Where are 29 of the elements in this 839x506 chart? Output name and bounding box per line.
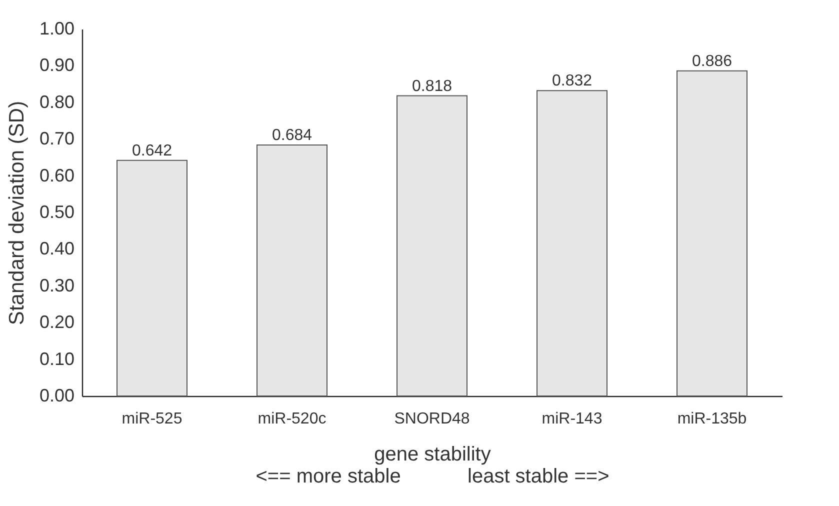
y-tick-label: 0.10	[39, 348, 74, 369]
y-tick-label: 1.00	[39, 18, 74, 38]
x-axis-title: gene stability	[374, 444, 491, 466]
x-tick-label: miR-135b	[677, 410, 747, 428]
x-tick-label: miR-525	[122, 410, 182, 428]
bar	[396, 95, 468, 396]
y-tick-label: 0.30	[39, 275, 74, 296]
y-axis-title: Standard deviation (SD)	[5, 100, 28, 326]
y-tick-label: 0.20	[39, 312, 74, 332]
text: <== more stable least stable ==>	[256, 466, 610, 488]
bar	[676, 70, 748, 396]
data-label: 0.642	[132, 142, 172, 160]
y-tick-label: 0.00	[39, 386, 74, 406]
x-tick-label: SNORD48	[394, 410, 470, 428]
data-label: 0.832	[552, 72, 592, 90]
x-tick-label: miR-520c	[258, 410, 326, 428]
y-tick-label: 0.70	[39, 128, 74, 149]
bar	[256, 144, 328, 396]
data-label: 0.886	[692, 52, 732, 70]
data-label: 0.818	[412, 78, 452, 95]
bar	[116, 160, 188, 396]
y-tick-label: 0.90	[39, 55, 74, 76]
bar	[536, 90, 608, 396]
y-tick-label: 0.80	[39, 92, 74, 112]
x-tick-label: miR-143	[542, 410, 602, 428]
y-tick-label: 0.50	[39, 202, 74, 222]
y-tick-label: 0.60	[39, 165, 74, 186]
y-tick-label: 0.40	[39, 238, 74, 259]
data-label: 0.684	[272, 126, 312, 144]
